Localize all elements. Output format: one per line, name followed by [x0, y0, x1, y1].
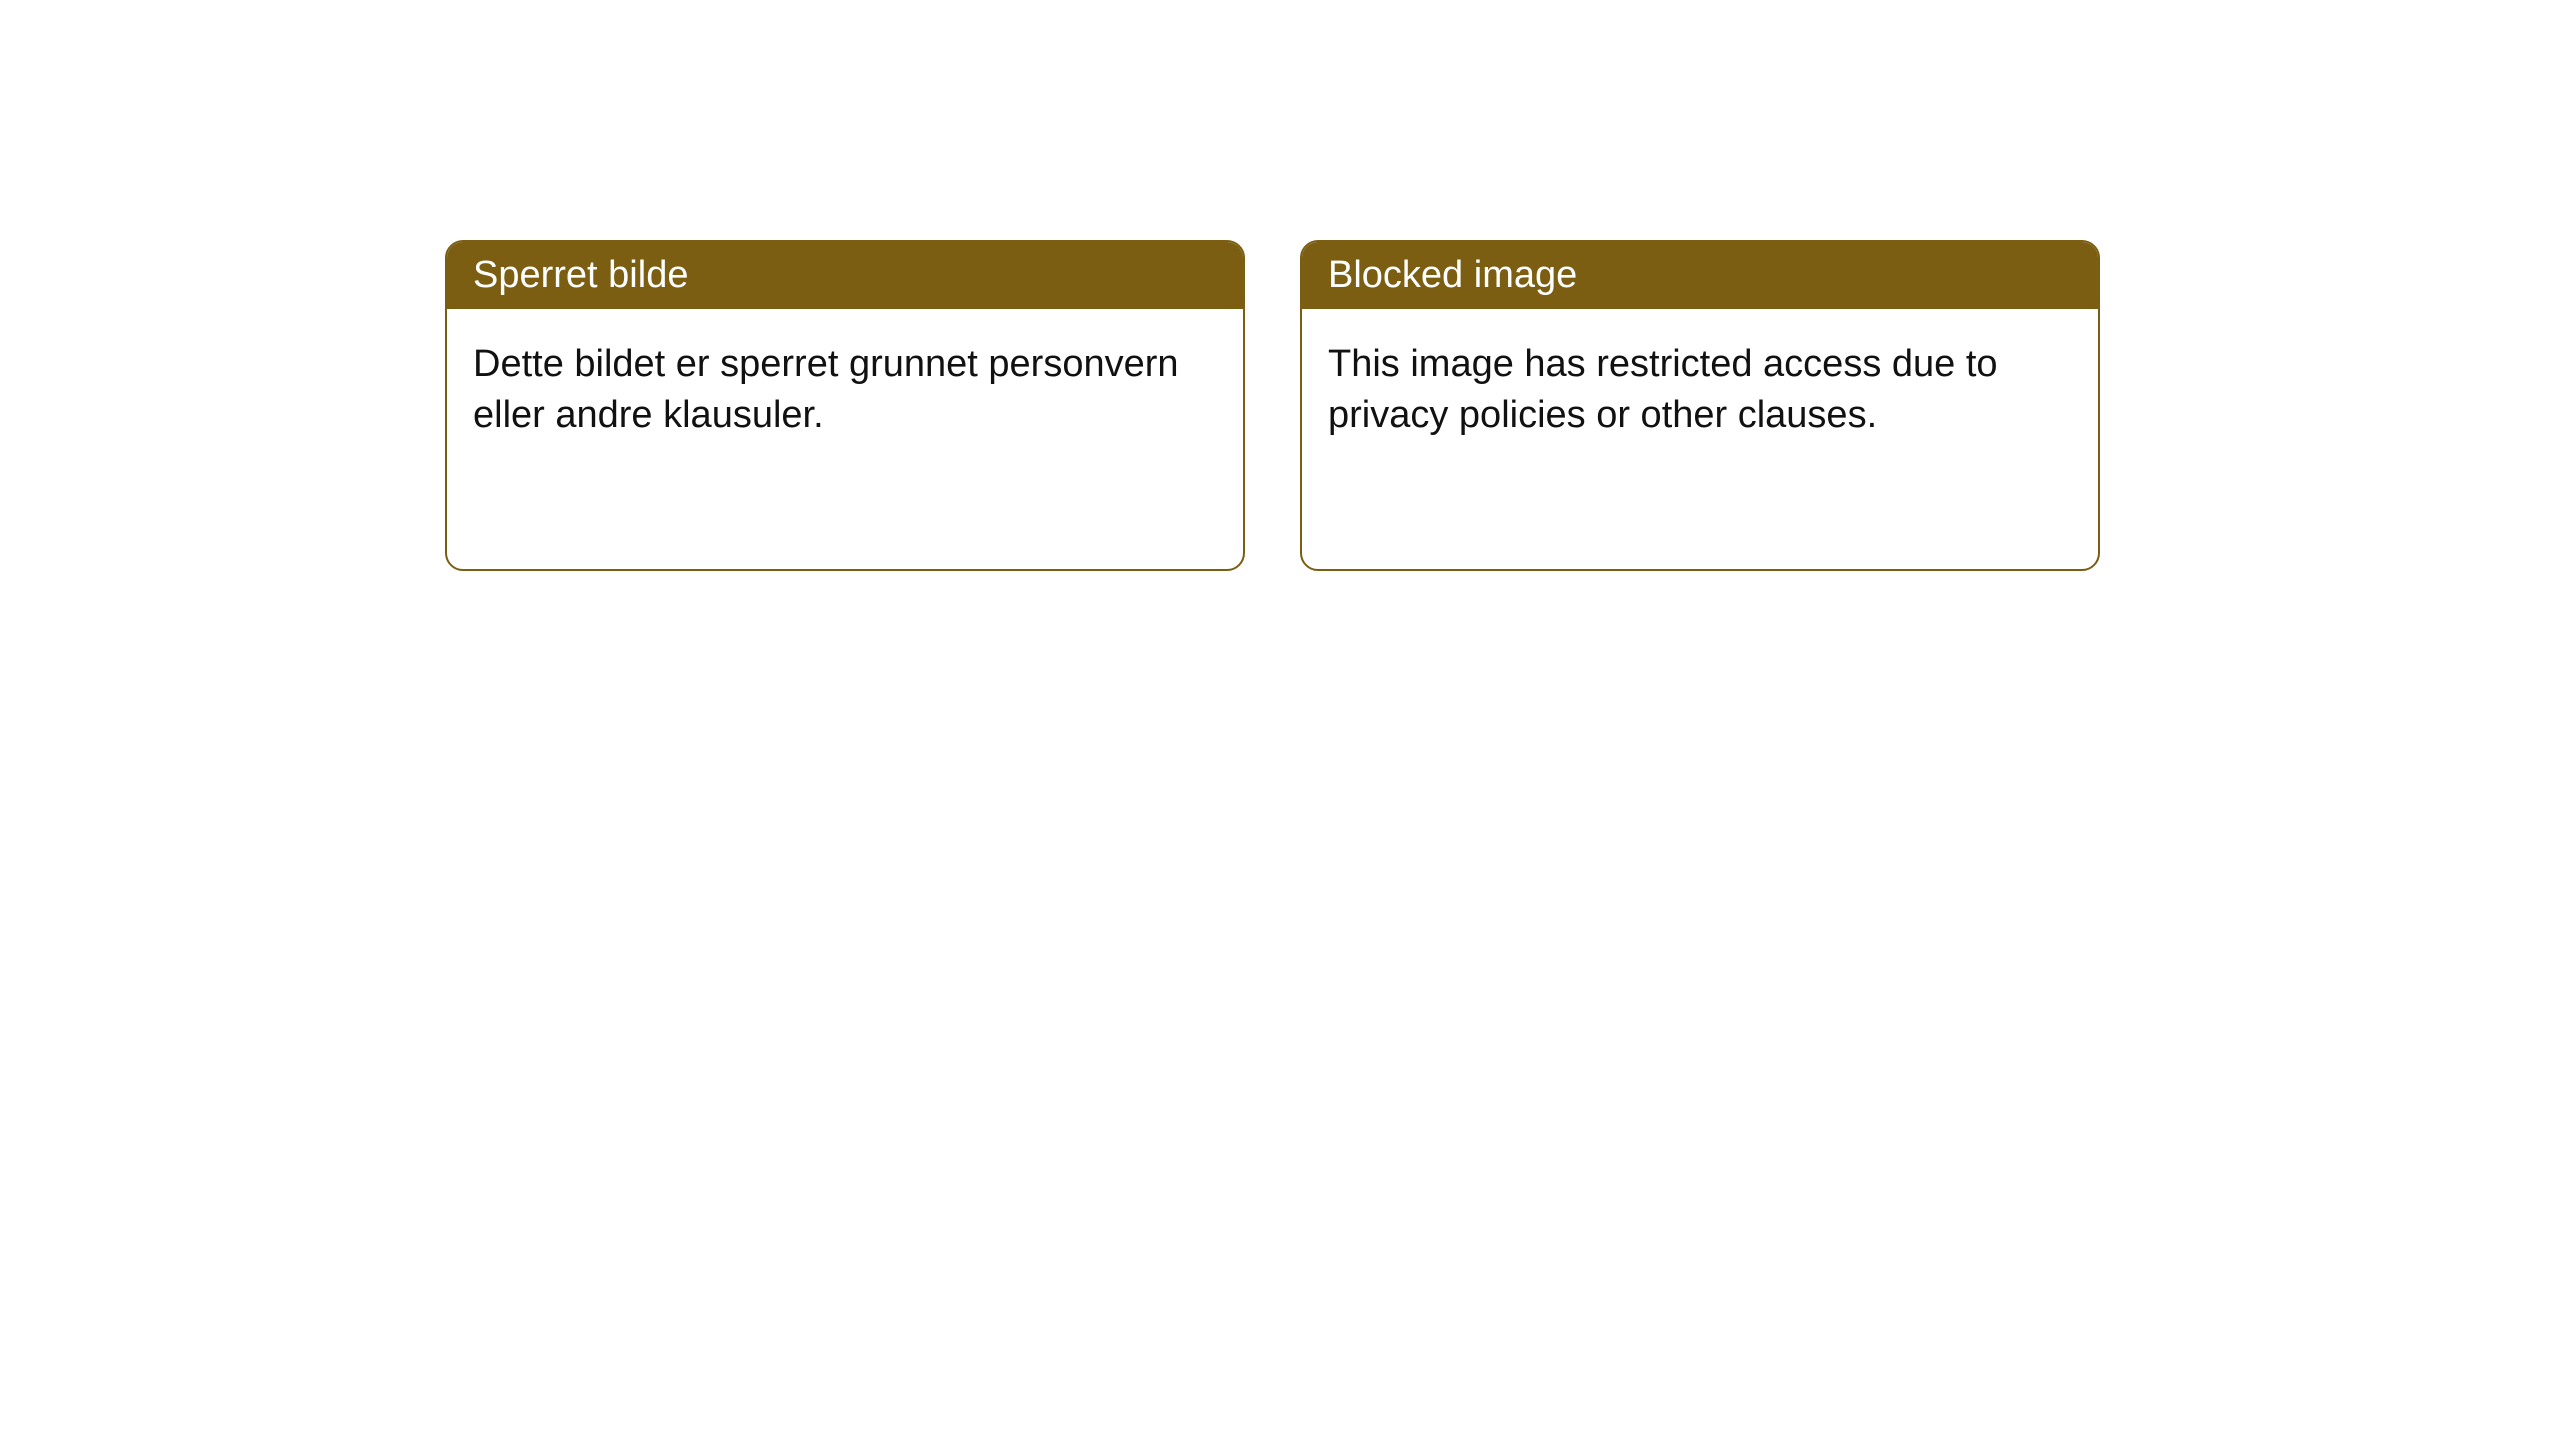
notice-card-norwegian: Sperret bilde Dette bildet er sperret gr… [445, 240, 1245, 571]
notice-title-norwegian: Sperret bilde [447, 242, 1243, 309]
notice-body-english: This image has restricted access due to … [1302, 309, 2098, 569]
notice-container: Sperret bilde Dette bildet er sperret gr… [0, 0, 2560, 571]
notice-card-english: Blocked image This image has restricted … [1300, 240, 2100, 571]
notice-title-english: Blocked image [1302, 242, 2098, 309]
notice-body-norwegian: Dette bildet er sperret grunnet personve… [447, 309, 1243, 569]
